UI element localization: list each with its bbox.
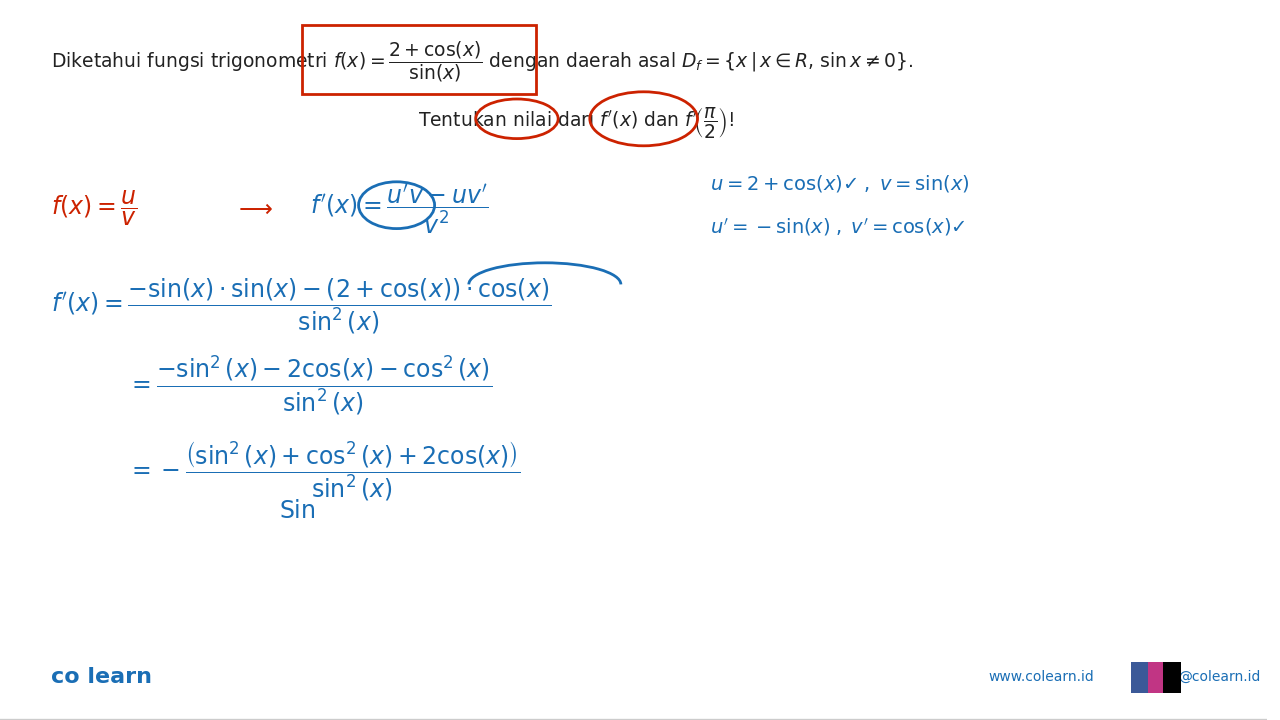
Text: Diketahui fungsi trigonometri $f(x) = \dfrac{2 + \cos(x)}{\sin(x)}$ dengan daera: Diketahui fungsi trigonometri $f(x) = \d… <box>51 39 913 84</box>
Text: $= \dfrac{-\sin^2(x) - 2\cos(x) - \cos^2(x)}{\sin^2(x)}$: $= \dfrac{-\sin^2(x) - 2\cos(x) - \cos^2… <box>127 354 492 417</box>
Text: www.colearn.id: www.colearn.id <box>988 670 1094 684</box>
Text: $f(x) = \dfrac{u}{v}$: $f(x) = \dfrac{u}{v}$ <box>51 189 137 228</box>
Text: $f^{\prime}(x) = \dfrac{u^{\prime}v - uv^{\prime}}{v^2}$: $f^{\prime}(x) = \dfrac{u^{\prime}v - uv… <box>311 182 489 235</box>
FancyBboxPatch shape <box>1132 662 1149 693</box>
FancyBboxPatch shape <box>1164 662 1181 693</box>
Text: $u = 2 + \cos(x)\checkmark \;,\; v = \sin(x)$: $u = 2 + \cos(x)\checkmark \;,\; v = \si… <box>709 173 969 194</box>
Text: $\mathrm{Sin}$: $\mathrm{Sin}$ <box>279 499 315 523</box>
Text: $\longrightarrow$: $\longrightarrow$ <box>234 197 274 221</box>
Text: @colearn.id: @colearn.id <box>1179 670 1261 684</box>
Text: Tentukan nilai dari $f^{\prime}(x)$ dan $f^{\prime}\!\left(\dfrac{\pi}{2}\right): Tentukan nilai dari $f^{\prime}(x)$ dan … <box>419 105 735 140</box>
Text: $f^{\prime}(x) = \dfrac{-\sin(x)\cdot\sin(x) - (2 + \cos(x))\cdot\cos(x)}{\sin^2: $f^{\prime}(x) = \dfrac{-\sin(x)\cdot\si… <box>51 276 552 336</box>
Text: co learn: co learn <box>51 667 152 687</box>
Text: $= -\dfrac{\left(\sin^2(x) + \cos^2(x) + 2\cos(x)\right)}{\sin^2(x)}$: $= -\dfrac{\left(\sin^2(x) + \cos^2(x) +… <box>127 440 521 503</box>
Text: $u^{\prime} = -\sin(x) \;,\; v^{\prime} = \cos(x)\checkmark$: $u^{\prime} = -\sin(x) \;,\; v^{\prime} … <box>709 216 965 238</box>
FancyBboxPatch shape <box>1148 662 1166 693</box>
